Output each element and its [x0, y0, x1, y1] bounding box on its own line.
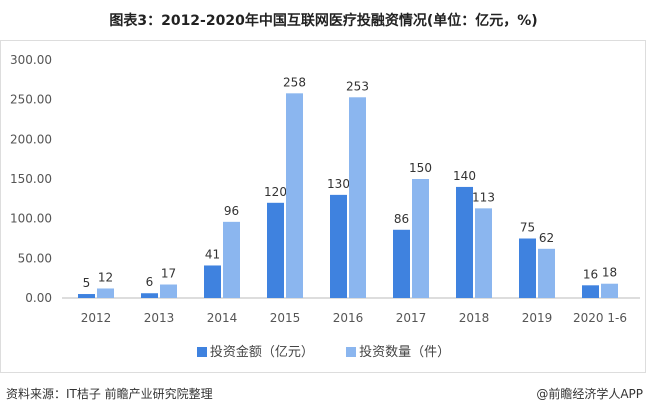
bar-count	[223, 221, 240, 298]
bar-count	[538, 248, 555, 298]
x-tick-label: 2016	[333, 311, 364, 325]
bar-count	[412, 179, 429, 298]
x-tick-label: 2014	[207, 311, 238, 325]
source-note: 资料来源：IT桔子 前瞻产业研究院整理	[6, 387, 213, 401]
data-label: 41	[205, 247, 220, 261]
chart-frame	[0, 40, 646, 373]
chart-title: 图表3：2012-2020年中国互联网医疗投融资情况(单位：亿元，%)	[109, 13, 538, 29]
y-tick-label: 50.00	[18, 251, 52, 265]
bar-amount	[393, 229, 410, 298]
app-credit: @前瞻经济学人APP	[536, 387, 643, 401]
bar-amount	[330, 194, 347, 298]
data-label: 253	[346, 79, 369, 93]
bar-amount	[519, 238, 536, 298]
x-tick-label: 2018	[459, 311, 490, 325]
legend: 投资金额（亿元） 投资数量（件）	[0, 341, 647, 360]
data-label: 96	[224, 204, 239, 218]
x-tick-label: 2020 1-6	[573, 311, 627, 325]
data-label: 258	[283, 75, 306, 89]
legend-item-count: 投资数量（件）	[346, 345, 450, 360]
data-label: 150	[409, 161, 432, 175]
bar-amount	[78, 294, 95, 298]
y-tick-label: 100.00	[10, 212, 52, 226]
data-label: 86	[394, 212, 409, 226]
bar-amount	[141, 293, 158, 298]
data-label: 120	[264, 185, 287, 199]
bar-count	[97, 288, 114, 298]
bar-count	[349, 97, 366, 298]
x-tick-label: 2019	[522, 311, 553, 325]
data-label: 140	[453, 169, 476, 183]
bar-amount	[582, 285, 599, 298]
data-label: 62	[539, 231, 554, 245]
bar-count	[160, 284, 177, 298]
legend-swatch	[196, 347, 207, 357]
x-tick-label: 2017	[396, 311, 427, 325]
y-tick-label: 150.00	[10, 172, 52, 186]
legend-item-amount: 投资金额（亿元）	[196, 345, 314, 360]
legend-label: 投资金额（亿元）	[209, 345, 314, 360]
x-tick-label: 2013	[144, 311, 175, 325]
y-tick-label: 250.00	[10, 93, 52, 107]
data-label: 5	[83, 276, 91, 290]
data-label: 17	[161, 267, 176, 281]
y-tick-label: 300.00	[10, 53, 52, 67]
y-tick-label: 200.00	[10, 132, 52, 146]
data-label: 12	[98, 270, 113, 284]
bar-amount	[456, 186, 473, 298]
data-label: 18	[602, 266, 617, 280]
bar-count	[286, 93, 303, 298]
data-label: 113	[472, 190, 495, 204]
legend-swatch	[346, 347, 357, 357]
x-tick-label: 2012	[81, 311, 112, 325]
bar-amount	[204, 265, 221, 298]
bar-amount	[267, 202, 284, 298]
data-label: 130	[327, 177, 350, 191]
data-label: 6	[146, 275, 154, 289]
y-tick-label: 0.00	[25, 291, 52, 305]
legend-label: 投资数量（件）	[359, 345, 451, 360]
bar-count	[475, 208, 492, 298]
data-label: 16	[583, 267, 598, 281]
bar-count	[601, 283, 618, 298]
data-label: 75	[520, 221, 535, 235]
x-tick-label: 2015	[270, 311, 301, 325]
